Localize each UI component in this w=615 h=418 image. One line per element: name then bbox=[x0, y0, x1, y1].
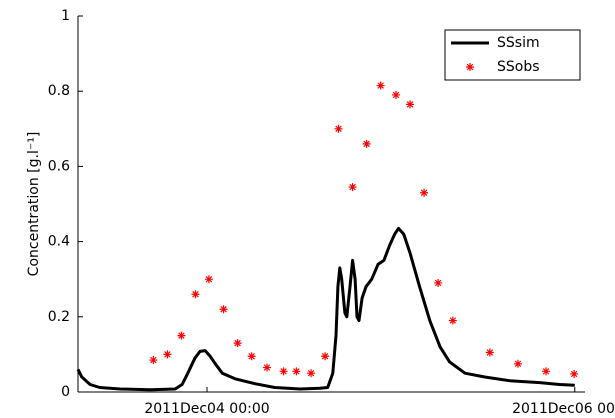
y-axis-label: Concentration [g.l⁻¹] bbox=[26, 132, 42, 277]
y-tick-label: 0.8 bbox=[48, 83, 70, 99]
data-point bbox=[219, 305, 228, 314]
y-tick-label: 0.6 bbox=[48, 158, 70, 174]
data-point bbox=[292, 367, 301, 376]
data-point bbox=[233, 339, 242, 348]
y-tick-label: 0 bbox=[61, 384, 70, 400]
y-tick-label: 0.2 bbox=[48, 309, 70, 325]
data-point bbox=[391, 90, 400, 99]
data-point bbox=[570, 369, 579, 378]
data-point bbox=[513, 359, 522, 368]
data-line bbox=[76, 226, 575, 392]
y-tick-label: 0.4 bbox=[48, 234, 70, 250]
data-point bbox=[191, 290, 200, 299]
data-point bbox=[321, 352, 330, 361]
legend-label: SSsim bbox=[497, 35, 540, 51]
data-point bbox=[263, 363, 272, 372]
data-point bbox=[348, 183, 357, 192]
legend-box bbox=[444, 29, 581, 81]
data-point bbox=[177, 331, 186, 340]
data-point bbox=[420, 188, 429, 197]
data-point bbox=[362, 139, 371, 148]
data-point bbox=[163, 350, 172, 359]
data-point bbox=[149, 356, 158, 365]
data-point bbox=[448, 316, 457, 325]
legend-label: SSobs bbox=[497, 59, 540, 75]
data-point bbox=[434, 278, 443, 287]
x-tick-label: 2011Dec04 00:00 bbox=[144, 401, 269, 417]
data-point bbox=[307, 369, 316, 378]
x-tick-label: 2011Dec06 00:00 bbox=[512, 401, 615, 417]
legend: SSsim SSobs bbox=[444, 29, 581, 81]
data-point bbox=[279, 367, 288, 376]
legend-marker bbox=[466, 63, 474, 71]
y-tick-label: 1 bbox=[61, 8, 70, 24]
data-point bbox=[204, 275, 213, 284]
data-point bbox=[247, 352, 256, 361]
data-point bbox=[406, 100, 415, 109]
data-point bbox=[542, 367, 551, 376]
data-point bbox=[485, 348, 494, 357]
data-point bbox=[334, 124, 343, 133]
data-point bbox=[376, 81, 385, 90]
